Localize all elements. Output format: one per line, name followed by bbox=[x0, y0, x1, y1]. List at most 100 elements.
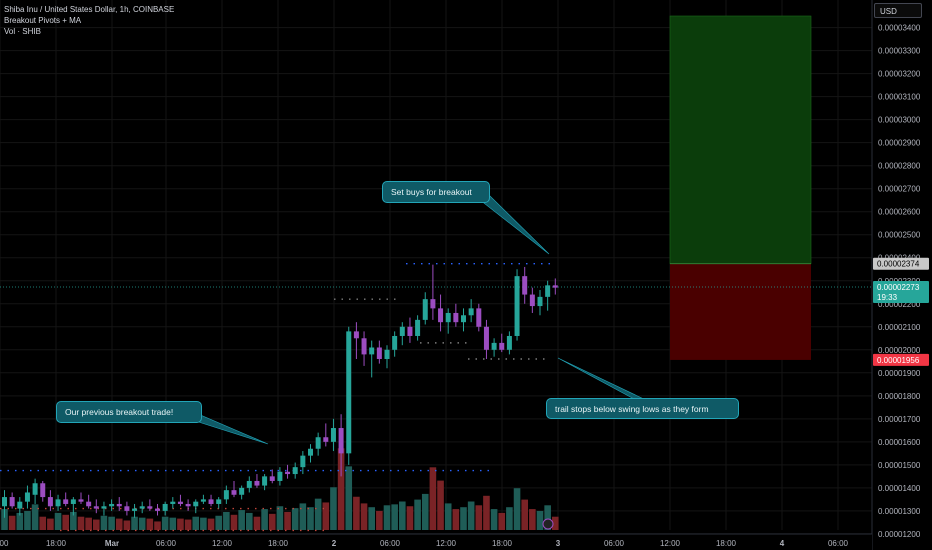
candle[interactable] bbox=[430, 299, 436, 309]
candle[interactable] bbox=[338, 428, 344, 454]
candle[interactable] bbox=[545, 285, 551, 297]
candle[interactable] bbox=[491, 342, 497, 350]
candle[interactable] bbox=[499, 342, 505, 350]
candle[interactable] bbox=[300, 455, 306, 468]
candle[interactable] bbox=[262, 476, 268, 486]
candle[interactable] bbox=[315, 437, 321, 449]
candle[interactable] bbox=[231, 490, 237, 495]
candle[interactable] bbox=[124, 506, 130, 511]
candle[interactable] bbox=[101, 506, 107, 509]
candle[interactable] bbox=[32, 483, 38, 495]
candle[interactable] bbox=[55, 499, 61, 507]
candle[interactable] bbox=[308, 448, 313, 456]
candle[interactable] bbox=[552, 285, 558, 288]
time-tick-label: 4 bbox=[780, 539, 785, 548]
candle[interactable] bbox=[17, 501, 23, 509]
price-axis[interactable]: 0.00003400 0.00003300 0.00003200 0.00003100… bbox=[871, 0, 932, 550]
candle[interactable] bbox=[78, 499, 84, 502]
candle[interactable] bbox=[399, 326, 405, 336]
candle[interactable] bbox=[200, 499, 206, 502]
candle[interactable] bbox=[529, 294, 535, 307]
candle[interactable] bbox=[514, 276, 520, 336]
candle[interactable] bbox=[506, 335, 512, 350]
time-tick-label: Mar bbox=[105, 539, 119, 548]
volume-bar bbox=[330, 487, 337, 530]
volume-bar bbox=[161, 516, 169, 530]
candle[interactable] bbox=[438, 308, 444, 323]
candle[interactable] bbox=[254, 480, 260, 486]
candle[interactable] bbox=[407, 326, 413, 336]
candle[interactable] bbox=[537, 296, 543, 307]
candle[interactable] bbox=[384, 349, 390, 359]
candle[interactable] bbox=[353, 331, 359, 339]
price-tick-label: 0.00003300 bbox=[878, 47, 921, 56]
volume-bar bbox=[24, 511, 31, 530]
indicator-volume[interactable]: Vol · SHIB bbox=[4, 27, 41, 36]
candle[interactable] bbox=[24, 492, 30, 502]
candle[interactable] bbox=[86, 501, 92, 507]
candle[interactable] bbox=[162, 503, 168, 511]
candles bbox=[2, 264, 558, 518]
indicator-breakout-pivots[interactable]: Breakout Pivots + MA bbox=[4, 16, 82, 25]
candle[interactable] bbox=[193, 501, 199, 507]
candle[interactable] bbox=[208, 499, 214, 504]
candle[interactable] bbox=[522, 276, 528, 295]
price-tick-label: 0.00001700 bbox=[878, 415, 921, 424]
risk-reward-zones bbox=[669, 15, 812, 360]
symbol-title[interactable]: Shiba Inu / United States Dollar, 1h, CO… bbox=[4, 5, 175, 14]
callout-trail-stops[interactable]: trail stops below swing lows as they for… bbox=[546, 398, 739, 419]
candle[interactable] bbox=[47, 497, 53, 507]
volume-bar bbox=[513, 488, 521, 530]
candle[interactable] bbox=[177, 501, 183, 504]
candle[interactable] bbox=[285, 471, 291, 475]
candle[interactable] bbox=[109, 503, 115, 507]
price-tick-label: 0.00002500 bbox=[878, 231, 921, 240]
candle[interactable] bbox=[277, 471, 283, 481]
candle[interactable] bbox=[185, 503, 191, 507]
candle[interactable] bbox=[376, 347, 382, 359]
candle[interactable] bbox=[369, 347, 375, 355]
candle[interactable] bbox=[2, 497, 7, 507]
candle[interactable] bbox=[132, 508, 138, 511]
candle[interactable] bbox=[70, 499, 76, 504]
candle[interactable] bbox=[139, 506, 145, 509]
currency-selector[interactable]: USD bbox=[874, 3, 922, 18]
candle[interactable] bbox=[483, 326, 489, 350]
candle[interactable] bbox=[246, 480, 252, 488]
candle[interactable] bbox=[422, 299, 428, 320]
candle[interactable] bbox=[292, 467, 298, 475]
candle[interactable] bbox=[116, 503, 122, 507]
candle[interactable] bbox=[269, 476, 275, 481]
candle[interactable] bbox=[239, 487, 245, 495]
candle[interactable] bbox=[330, 428, 336, 442]
volume-bar bbox=[268, 513, 276, 530]
candle[interactable] bbox=[461, 315, 466, 323]
volume-bar bbox=[123, 520, 131, 530]
candle[interactable] bbox=[155, 508, 160, 511]
candle[interactable] bbox=[468, 308, 474, 316]
callout-previous-trade[interactable]: Our previous breakout trade! bbox=[56, 401, 202, 423]
candle[interactable] bbox=[40, 483, 46, 498]
candle[interactable] bbox=[361, 338, 367, 355]
candle[interactable] bbox=[170, 501, 176, 504]
candle[interactable] bbox=[476, 308, 482, 327]
candle[interactable] bbox=[323, 437, 329, 442]
candle[interactable] bbox=[9, 497, 15, 507]
lightning-icon[interactable] bbox=[542, 518, 554, 530]
candle[interactable] bbox=[392, 335, 398, 350]
volume-bar bbox=[215, 515, 222, 530]
candle[interactable] bbox=[415, 319, 421, 336]
callout-set-buys[interactable]: Set buys for breakout bbox=[382, 181, 490, 203]
candle[interactable] bbox=[445, 312, 451, 323]
candle[interactable] bbox=[223, 490, 229, 500]
candle[interactable] bbox=[453, 312, 459, 323]
time-axis[interactable]: 00 18:00 Mar 06:00 12:00 18:00 2 06:00 12:00 18:0… bbox=[0, 533, 872, 550]
candle[interactable] bbox=[216, 499, 222, 504]
candle[interactable] bbox=[346, 331, 352, 454]
time-tick-label: 18:00 bbox=[716, 539, 737, 548]
volume-bar bbox=[452, 509, 460, 530]
candle[interactable] bbox=[147, 506, 153, 509]
candle[interactable] bbox=[63, 499, 69, 504]
candle[interactable] bbox=[93, 506, 99, 509]
